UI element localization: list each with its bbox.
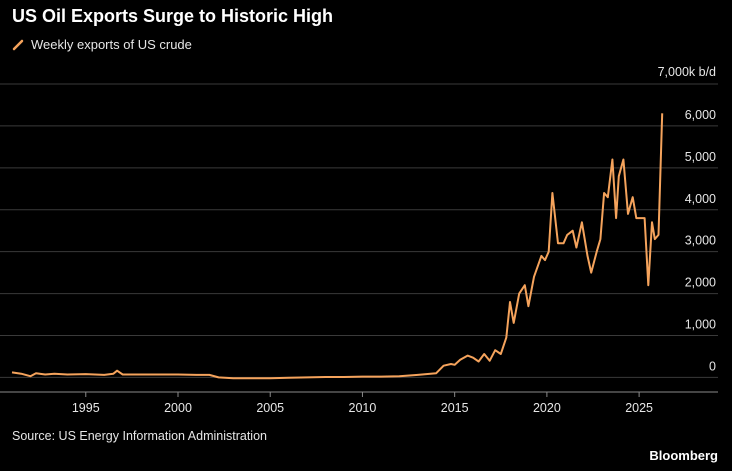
y-tick-label: 0	[709, 359, 716, 373]
x-tick-label: 2020	[533, 401, 561, 415]
series-line-weekly-exports	[11, 113, 664, 380]
y-tick-label: 5,000	[685, 150, 716, 164]
x-tick-label: 2010	[349, 401, 377, 415]
y-tick-label: 1,000	[685, 318, 716, 332]
brand-logo: Bloomberg	[649, 448, 718, 463]
source-note: Source: US Energy Information Administra…	[12, 429, 267, 443]
x-axis-ticks: 1995 2000 2005 2010 2015 2020 2025	[72, 392, 653, 415]
x-tick-label: 2005	[256, 401, 284, 415]
y-axis-unit-label: 7,000k b/d	[658, 65, 716, 79]
gridlines	[0, 83, 718, 393]
x-tick-label: 2000	[164, 401, 192, 415]
legend-line-icon	[12, 39, 24, 50]
legend: Weekly exports of US crude	[12, 37, 192, 52]
y-tick-label: 2,000	[685, 276, 716, 290]
y-tick-label: 3,000	[685, 234, 716, 248]
legend-label: Weekly exports of US crude	[31, 37, 192, 52]
x-tick-label: 2025	[625, 401, 653, 415]
x-tick-label: 1995	[72, 401, 100, 415]
y-tick-label: 4,000	[685, 192, 716, 206]
chart-title: US Oil Exports Surge to Historic High	[12, 6, 334, 26]
y-tick-label: 6,000	[685, 108, 716, 122]
x-tick-label: 2015	[441, 401, 469, 415]
y-axis-ticks: 0 1,000 2,000 3,000 4,000 5,000 6,000	[685, 108, 716, 374]
